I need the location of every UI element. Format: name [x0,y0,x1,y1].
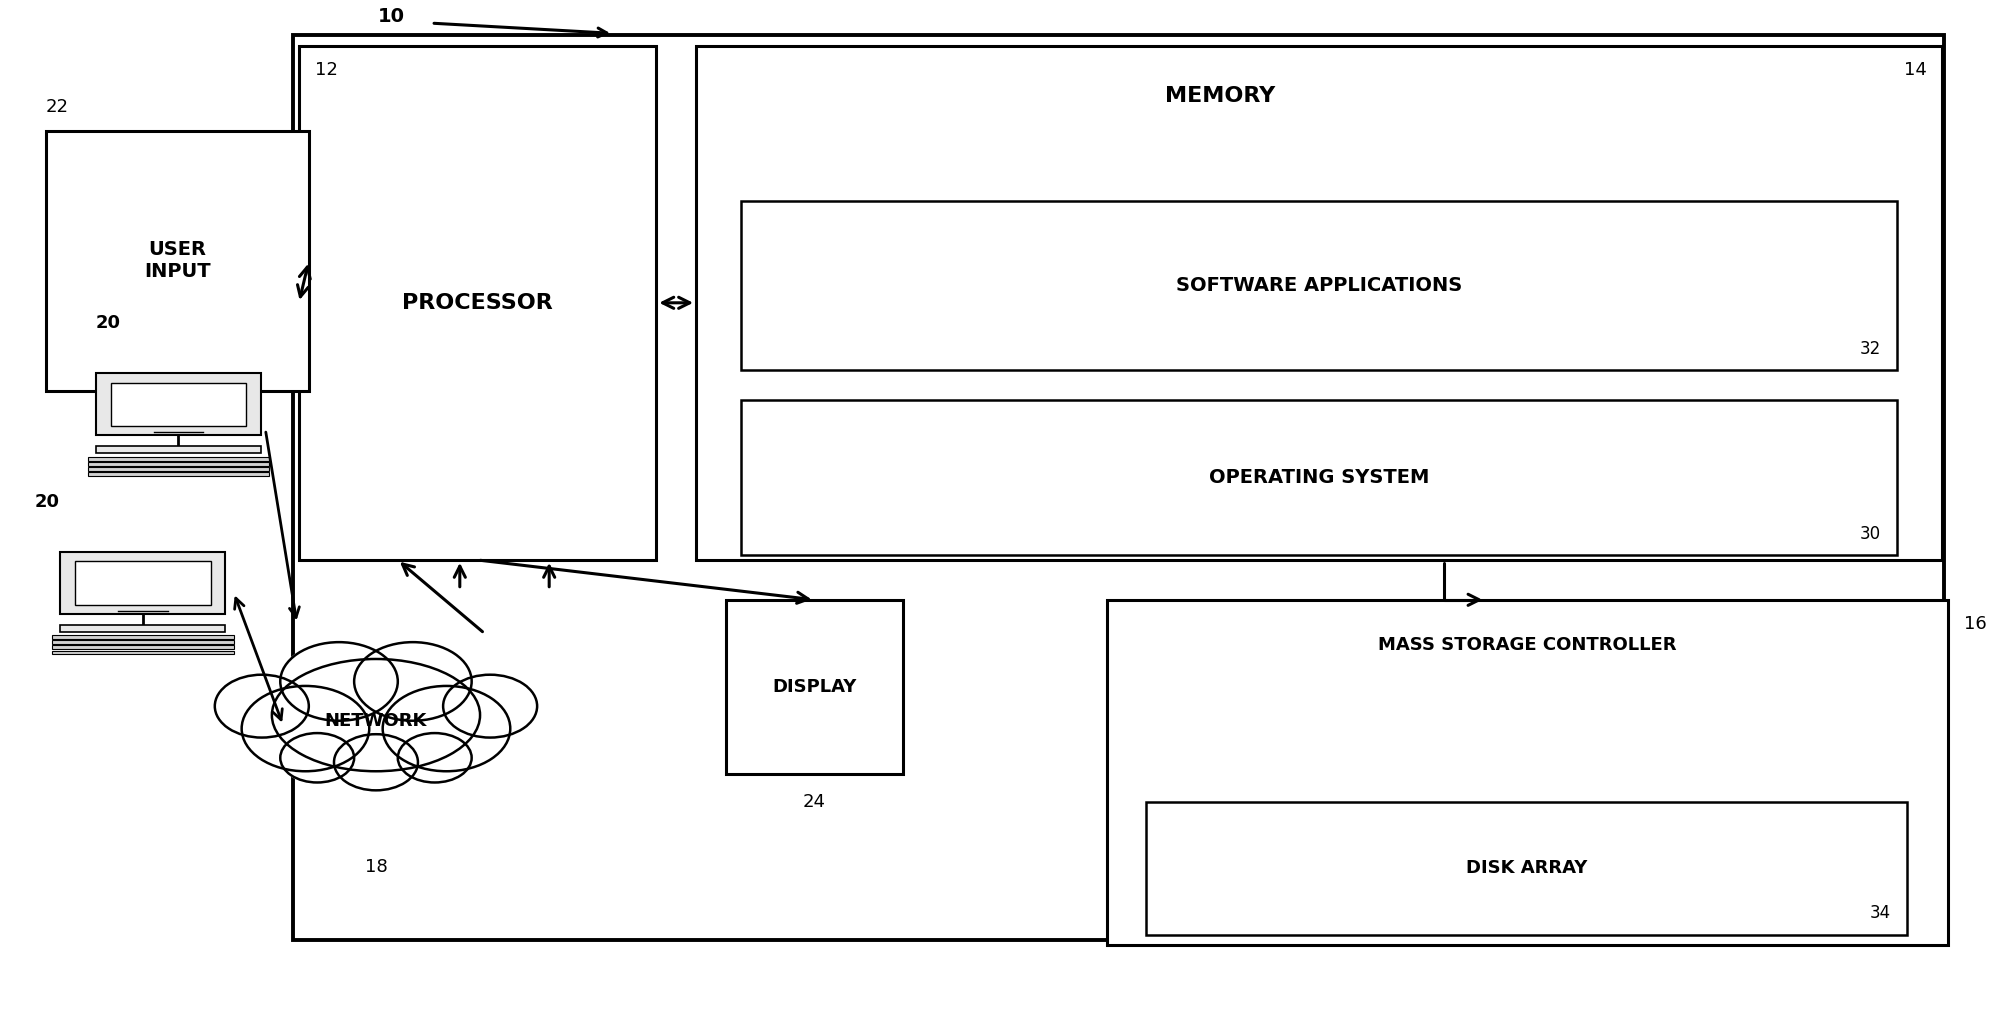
FancyBboxPatch shape [95,373,261,435]
FancyBboxPatch shape [1146,802,1905,934]
Ellipse shape [280,642,398,721]
FancyBboxPatch shape [742,200,1896,370]
Ellipse shape [215,675,308,738]
Text: NETWORK: NETWORK [324,711,428,730]
FancyBboxPatch shape [60,624,225,632]
FancyBboxPatch shape [88,462,269,466]
FancyBboxPatch shape [88,467,269,471]
FancyBboxPatch shape [46,132,308,390]
Text: 12: 12 [314,61,338,79]
FancyBboxPatch shape [1106,600,1947,944]
FancyBboxPatch shape [88,472,269,476]
FancyBboxPatch shape [696,46,1941,560]
Ellipse shape [334,734,418,790]
FancyBboxPatch shape [111,382,247,426]
Ellipse shape [280,733,354,783]
Ellipse shape [241,686,370,772]
Text: 14: 14 [1903,61,1925,79]
Text: USER
INPUT: USER INPUT [143,240,211,281]
Text: 18: 18 [364,858,388,876]
Text: 32: 32 [1860,340,1880,358]
Text: 16: 16 [1963,615,1985,633]
Text: 20: 20 [34,493,60,511]
Text: MEMORY: MEMORY [1166,87,1275,106]
FancyBboxPatch shape [52,636,233,640]
Ellipse shape [398,733,471,783]
Ellipse shape [354,642,471,721]
Text: PROCESSOR: PROCESSOR [402,292,553,313]
FancyBboxPatch shape [95,446,261,453]
FancyBboxPatch shape [76,561,211,605]
Text: SOFTWARE APPLICATIONS: SOFTWARE APPLICATIONS [1175,276,1462,295]
FancyBboxPatch shape [52,646,233,649]
Text: 30: 30 [1860,524,1880,543]
Text: MASS STORAGE CONTROLLER: MASS STORAGE CONTROLLER [1378,636,1677,653]
FancyBboxPatch shape [52,641,233,644]
Ellipse shape [444,675,537,738]
Text: 22: 22 [46,98,70,117]
FancyBboxPatch shape [52,651,233,654]
FancyBboxPatch shape [88,457,269,461]
Text: 24: 24 [802,793,825,810]
FancyBboxPatch shape [742,400,1896,555]
Text: DISPLAY: DISPLAY [772,678,855,696]
Text: DISK ARRAY: DISK ARRAY [1466,860,1587,877]
Text: 20: 20 [95,315,121,332]
Text: OPERATING SYSTEM: OPERATING SYSTEM [1207,468,1428,486]
Text: 34: 34 [1870,904,1890,922]
FancyBboxPatch shape [298,46,656,560]
FancyBboxPatch shape [60,552,225,614]
Text: 10: 10 [378,6,406,26]
Ellipse shape [382,686,509,772]
FancyBboxPatch shape [292,36,1943,939]
FancyBboxPatch shape [726,600,903,775]
Ellipse shape [272,659,479,772]
